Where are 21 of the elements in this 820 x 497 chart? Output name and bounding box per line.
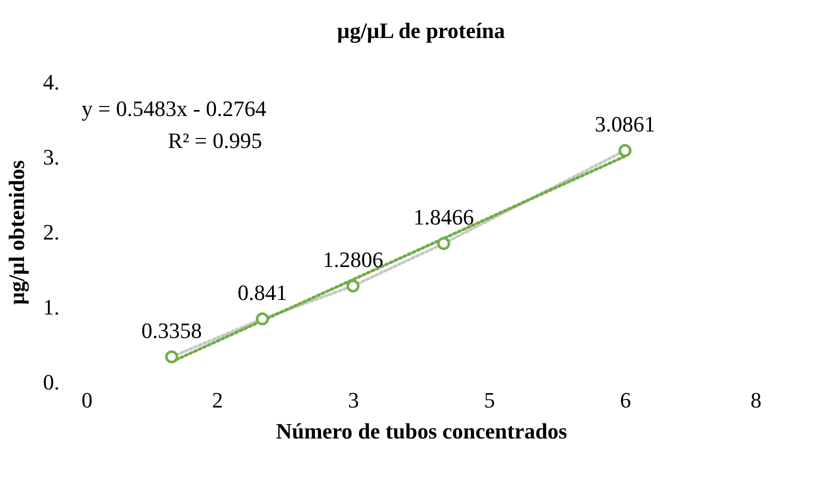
x-tick-label: 0 xyxy=(82,388,92,412)
data-label: 1.8466 xyxy=(413,204,474,230)
x-tick-label: 8 xyxy=(750,388,762,412)
data-label: 3.0861 xyxy=(594,112,656,137)
x-tick-label: 3 xyxy=(348,388,359,412)
annotation: y = 0.5483x - 0.2764 xyxy=(82,96,266,121)
data-label: 0.841 xyxy=(238,280,288,305)
x-tick-label: 2 xyxy=(212,388,223,412)
x-tick-label: 6 xyxy=(620,388,631,412)
y-axis-title: µg/µl obtenidos xyxy=(4,160,29,305)
y-tick-label: 1. xyxy=(43,294,60,320)
data-label: 1.2806 xyxy=(322,246,384,272)
x-tick-label: 5 xyxy=(484,388,495,412)
y-tick-label: 4. xyxy=(43,70,60,94)
y-tick-label: 3. xyxy=(43,144,60,170)
data-label: 0.3358 xyxy=(141,318,202,343)
chart-title: µg/µL de proteína xyxy=(337,18,505,43)
y-tick-label: 2. xyxy=(43,220,60,244)
annotation: R² = 0.995 xyxy=(168,128,262,153)
y-tick-label: 0. xyxy=(43,370,60,394)
x-axis-title: Número de tubos concentrados xyxy=(276,418,568,444)
